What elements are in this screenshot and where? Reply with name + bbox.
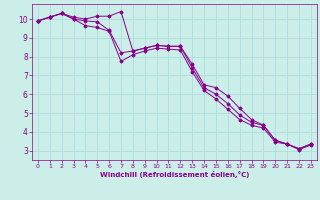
X-axis label: Windchill (Refroidissement éolien,°C): Windchill (Refroidissement éolien,°C) — [100, 171, 249, 178]
